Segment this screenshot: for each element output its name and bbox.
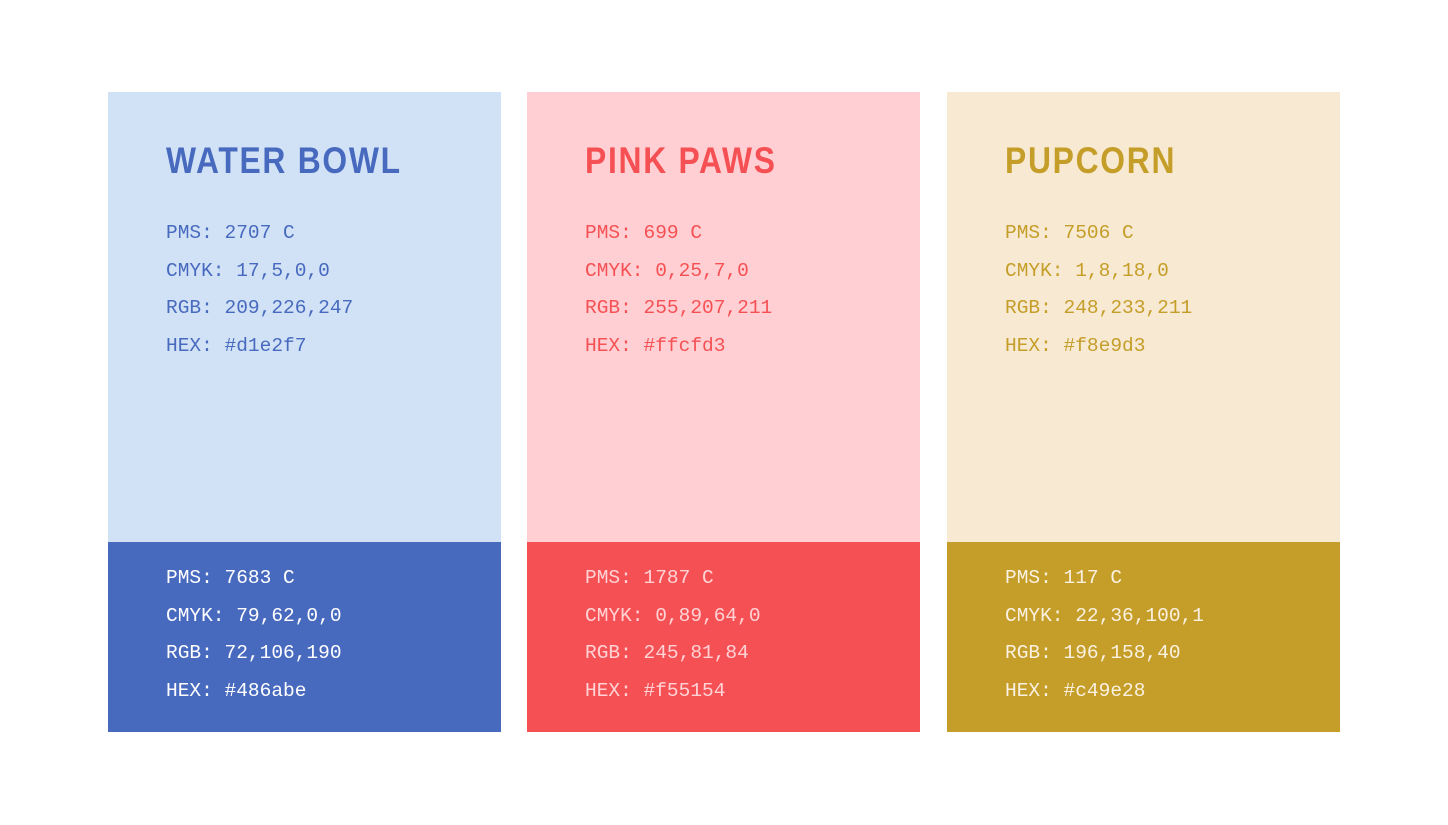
pms-value: PMS: 2707 C (166, 222, 295, 244)
cmyk-value: CMYK: 1,8,18,0 (1005, 259, 1169, 282)
accent-swatch: PMS: 1787 C CMYK: 0,89,64,0 RGB: 245,81,… (527, 542, 920, 732)
primary-spec-list: PMS: 7506 C CMYK: 1,8,18,0 RGB: 248,233,… (1005, 215, 1192, 365)
rgb-value: RGB: 196,158,40 (1005, 642, 1181, 664)
pms-value: PMS: 7506 C (1005, 222, 1134, 244)
pms-value: PMS: 7683 C (166, 567, 295, 589)
hex-value: HEX: #f8e9d3 (1005, 334, 1146, 357)
hex-value: HEX: #ffcfd3 (585, 334, 726, 357)
cmyk-value: CMYK: 17,5,0,0 (166, 259, 330, 282)
color-card-water-bowl: WATER BOWL PMS: 2707 C CMYK: 17,5,0,0 RG… (108, 92, 501, 732)
pms-value: PMS: 1787 C (585, 567, 714, 589)
hex-value: HEX: #f55154 (585, 679, 726, 702)
cmyk-value: CMYK: 79,62,0,0 (166, 604, 342, 627)
hex-value: HEX: #c49e28 (1005, 679, 1146, 702)
rgb-value: RGB: 248,233,211 (1005, 297, 1193, 319)
cmyk-value: CMYK: 22,36,100,1 (1005, 604, 1204, 627)
primary-swatch: PUPCORN PMS: 7506 C CMYK: 1,8,18,0 RGB: … (947, 92, 1340, 542)
accent-spec-list: PMS: 7683 C CMYK: 79,62,0,0 RGB: 72,106,… (166, 560, 342, 710)
accent-spec-list: PMS: 1787 C CMYK: 0,89,64,0 RGB: 245,81,… (585, 560, 761, 710)
cmyk-value: CMYK: 0,89,64,0 (585, 604, 761, 627)
rgb-value: RGB: 245,81,84 (585, 642, 749, 664)
hex-value: HEX: #486abe (166, 679, 307, 702)
rgb-value: RGB: 72,106,190 (166, 642, 342, 664)
accent-swatch: PMS: 117 C CMYK: 22,36,100,1 RGB: 196,15… (947, 542, 1340, 732)
primary-spec-list: PMS: 2707 C CMYK: 17,5,0,0 RGB: 209,226,… (166, 215, 353, 365)
color-name: PINK PAWS (585, 140, 777, 181)
hex-value: HEX: #d1e2f7 (166, 334, 307, 357)
accent-swatch: PMS: 7683 C CMYK: 79,62,0,0 RGB: 72,106,… (108, 542, 501, 732)
color-card-pupcorn: PUPCORN PMS: 7506 C CMYK: 1,8,18,0 RGB: … (947, 92, 1340, 732)
rgb-value: RGB: 255,207,211 (585, 297, 773, 319)
pms-value: PMS: 699 C (585, 222, 703, 244)
primary-spec-list: PMS: 699 C CMYK: 0,25,7,0 RGB: 255,207,2… (585, 215, 772, 365)
cmyk-value: CMYK: 0,25,7,0 (585, 259, 749, 282)
accent-spec-list: PMS: 117 C CMYK: 22,36,100,1 RGB: 196,15… (1005, 560, 1204, 710)
rgb-value: RGB: 209,226,247 (166, 297, 354, 319)
primary-swatch: WATER BOWL PMS: 2707 C CMYK: 17,5,0,0 RG… (108, 92, 501, 542)
color-name: WATER BOWL (166, 140, 402, 181)
color-card-pink-paws: PINK PAWS PMS: 699 C CMYK: 0,25,7,0 RGB:… (527, 92, 920, 732)
primary-swatch: PINK PAWS PMS: 699 C CMYK: 0,25,7,0 RGB:… (527, 92, 920, 542)
color-name: PUPCORN (1005, 140, 1177, 181)
pms-value: PMS: 117 C (1005, 567, 1123, 589)
